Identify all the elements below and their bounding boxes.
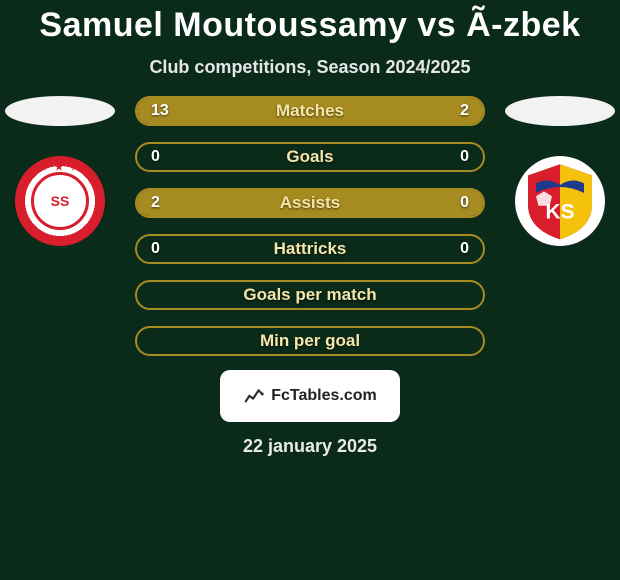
page-title: Samuel Moutoussamy vs Ã-zbek: [0, 0, 620, 45]
brand-text: FcTables.com: [271, 387, 377, 405]
stat-row: 2Assists0: [135, 188, 485, 218]
stat-value-right: 0: [423, 240, 483, 258]
stat-label: Hattricks: [197, 239, 423, 259]
stat-row: 0Goals0: [135, 142, 485, 172]
stat-label: Matches: [197, 101, 423, 121]
club-logo-left: ★ ★ ★ SS: [15, 156, 105, 246]
stat-label: Assists: [197, 193, 423, 213]
player-left: ★ ★ ★ SS: [0, 96, 120, 246]
stat-value-right: 2: [423, 102, 483, 120]
stat-value-left: 0: [137, 148, 197, 166]
chart-icon: [243, 383, 265, 410]
sivas-monogram-icon: SS: [31, 172, 89, 230]
player-left-photo-placeholder: [5, 96, 115, 126]
brand-badge: FcTables.com: [220, 370, 400, 422]
stat-rows: 13Matches20Goals02Assists00Hattricks0Goa…: [135, 96, 485, 356]
comparison-panel: ★ ★ ★ SS KS 13Matches20Goals02Assists00H…: [0, 96, 620, 356]
kayserispor-shield-icon: KS: [520, 161, 600, 241]
stat-value-right: 0: [423, 148, 483, 166]
stat-label: Min per goal: [197, 331, 423, 351]
stat-row: Min per goal: [135, 326, 485, 356]
stat-value-left: 0: [137, 240, 197, 258]
stat-value-left: 2: [137, 194, 197, 212]
page-subtitle: Club competitions, Season 2024/2025: [0, 57, 620, 78]
player-right-photo-placeholder: [505, 96, 615, 126]
player-right: KS: [500, 96, 620, 246]
stat-value-right: 0: [423, 194, 483, 212]
stat-value-left: 13: [137, 102, 197, 120]
stat-row: 13Matches2: [135, 96, 485, 126]
svg-text:KS: KS: [546, 201, 575, 224]
stat-row: Goals per match: [135, 280, 485, 310]
stat-label: Goals per match: [197, 285, 423, 305]
snapshot-date: 22 january 2025: [0, 436, 620, 457]
stat-label: Goals: [197, 147, 423, 167]
club-logo-right: KS: [515, 156, 605, 246]
stat-row: 0Hattricks0: [135, 234, 485, 264]
